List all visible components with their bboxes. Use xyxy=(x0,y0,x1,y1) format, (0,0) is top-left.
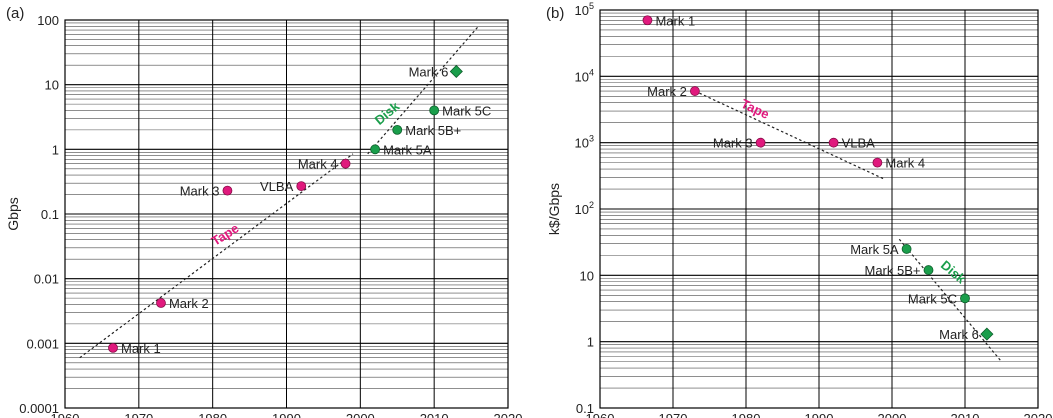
plot-frame xyxy=(599,9,1039,409)
trend-line-tape xyxy=(79,153,354,359)
data-point xyxy=(222,185,233,196)
data-point xyxy=(370,144,381,155)
y-tick-label: 103 xyxy=(575,134,594,151)
data-point xyxy=(296,181,307,192)
x-tick-label: 2010 xyxy=(420,411,449,418)
y-tick-label: 0.0001 xyxy=(19,401,59,416)
y-axis-label: Gbps xyxy=(5,197,21,230)
data-point-diamond xyxy=(449,64,463,79)
data-point-label: Mark 5A xyxy=(850,242,899,257)
data-point xyxy=(923,265,934,275)
y-tick-label: 0.1 xyxy=(576,401,594,416)
data-point-label: Mark 6 xyxy=(409,64,449,79)
data-point-label: Mark 5B+ xyxy=(405,123,461,138)
data-point xyxy=(392,124,403,135)
data-point-label: Mark 2 xyxy=(169,296,209,311)
x-tick-label: 1970 xyxy=(124,411,153,418)
data-point xyxy=(755,137,766,148)
data-point-label: VLBA xyxy=(260,179,294,194)
chart-panel-b: 1960 1970 1980 1990 2000 2010 2020 0.1 1 10 102 103… xyxy=(546,1,1052,418)
y-tick-label: 102 xyxy=(575,200,594,217)
y-tick-label: 1 xyxy=(52,142,59,157)
data-point-diamond xyxy=(980,327,994,341)
data-point xyxy=(108,342,118,353)
trend-line-disk xyxy=(898,238,1002,363)
data-point-label: Mark 5A xyxy=(383,142,432,157)
data-point xyxy=(828,137,839,148)
x-tick-label: 1980 xyxy=(732,411,761,418)
y-tick-label: 0.01 xyxy=(34,272,59,287)
data-point-label: Mark 1 xyxy=(121,341,161,356)
data-point-label: Mark 1 xyxy=(655,13,695,28)
trend-line-disk xyxy=(367,25,479,155)
y-tick-label: 10 xyxy=(580,268,594,283)
plot-frame xyxy=(64,19,509,409)
data-point xyxy=(901,244,912,254)
y-tick-label: 0.1 xyxy=(41,207,59,222)
x-tick-label: 1970 xyxy=(659,411,688,418)
data-point xyxy=(429,105,440,116)
data-point-label: Mark 5C xyxy=(442,103,491,118)
data-point-label: Mark 2 xyxy=(647,84,687,99)
x-tick-label: 2000 xyxy=(346,411,375,418)
data-point-label: Mark 3 xyxy=(713,136,753,151)
y-tick-label: 0.001 xyxy=(26,336,59,351)
grid-lines xyxy=(64,19,509,409)
x-tick-label: 2020 xyxy=(1024,411,1053,418)
data-point-label: Mark 4 xyxy=(885,156,925,171)
data-point xyxy=(872,157,883,168)
data-point xyxy=(690,86,700,96)
data-point xyxy=(340,158,351,169)
chart-panel-a: 1960 1970 1980 1990 2000 2010 2020 0.0001 0.001 0… xyxy=(5,5,522,418)
x-tick-label: 1960 xyxy=(586,411,615,418)
annotation-disk: Disk xyxy=(372,98,403,128)
data-point-label: VLBA xyxy=(842,136,876,151)
panel-label: (b) xyxy=(546,5,564,22)
data-point-label: Mark 5C xyxy=(908,291,957,306)
x-tick-label: 1960 xyxy=(51,411,80,418)
annotation-tape: Tape xyxy=(209,220,242,248)
annotation-tape: Tape xyxy=(739,96,772,122)
y-tick-label: 104 xyxy=(575,67,594,84)
grid-lines xyxy=(599,9,1039,409)
x-tick-label: 2000 xyxy=(878,411,907,418)
data-point-label: Mark 3 xyxy=(180,184,220,199)
data-point-label: Mark 5B+ xyxy=(865,263,921,278)
panel-label: (a) xyxy=(6,5,24,22)
data-point xyxy=(156,298,166,308)
data-point-label: Mark 6 xyxy=(939,327,979,342)
y-tick-label: 100 xyxy=(37,13,59,28)
data-point-label: Mark 4 xyxy=(298,157,338,172)
x-tick-label: 1990 xyxy=(272,411,301,418)
x-tick-label: 1990 xyxy=(805,411,834,418)
y-axis-label: k$/Gbps xyxy=(546,183,562,235)
x-tick-label: 2010 xyxy=(951,411,980,418)
data-point xyxy=(960,293,970,304)
y-tick-label: 10 xyxy=(45,78,59,93)
y-tick-label: 105 xyxy=(575,1,594,18)
x-tick-label: 1980 xyxy=(198,411,227,418)
x-tick-label: 2020 xyxy=(494,411,523,418)
y-tick-label: 1 xyxy=(587,335,594,350)
data-point xyxy=(642,15,653,26)
